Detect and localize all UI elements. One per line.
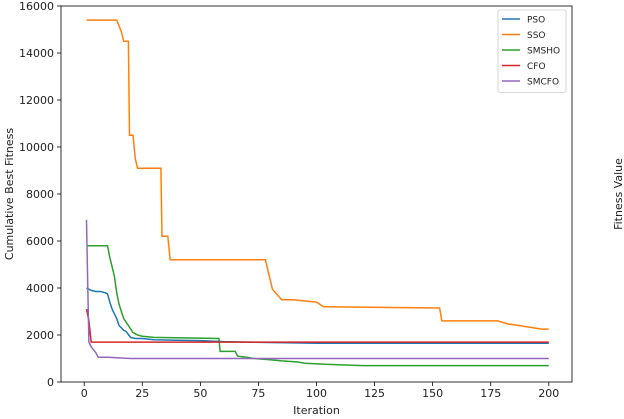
x-tick-label: 100 [306, 387, 327, 400]
y-axis-label: Cumulative Best Fitness [3, 128, 16, 261]
x-axis-label: Iteration [293, 404, 340, 417]
legend: PSO SSO SMSHO CFO SMCFO [497, 9, 567, 93]
legend-label-cfo: CFO [527, 62, 546, 72]
y-tick-label: 6000 [26, 235, 54, 248]
x-tick-label: 50 [193, 387, 207, 400]
y-tick-label: 12000 [19, 94, 54, 107]
y-tick-label: 2000 [26, 329, 54, 342]
x-tick-label: 175 [480, 387, 501, 400]
plot-frame [60, 5, 573, 383]
y-tick-label: 8000 [26, 188, 54, 201]
y-tick-label: 10000 [19, 141, 54, 154]
plot-area [85, 19, 549, 367]
x-tick-label: 25 [135, 387, 149, 400]
legend-label-smcfo: SMCFO [527, 78, 559, 88]
y-tick-label: 14000 [19, 47, 54, 60]
legend-label-pso: PSO [527, 16, 545, 26]
x-tick-label: 75 [251, 387, 265, 400]
axes: 0 25 50 75 100 125 150 175 200020004000600080001… [19, 0, 573, 400]
y-tick-label: 16000 [19, 0, 54, 13]
legend-label-smsho: SMSHO [527, 47, 560, 57]
legend-box [497, 9, 567, 93]
x-tick-label: 200 [538, 387, 559, 400]
legend-label-sso: SSO [527, 31, 546, 41]
x-tick-label: 125 [364, 387, 385, 400]
x-tick-label: 150 [422, 387, 443, 400]
x-tick-label: 0 [81, 387, 88, 400]
series-line-smsho [86, 244, 549, 367]
y-tick-label: 4000 [26, 282, 54, 295]
right-axis-label: Fitness Value [612, 158, 624, 230]
y-tick-label: 0 [47, 376, 54, 389]
series-line-sso [86, 19, 549, 330]
series-line-smcfo [85, 219, 549, 360]
series-line-pso [86, 287, 549, 344]
